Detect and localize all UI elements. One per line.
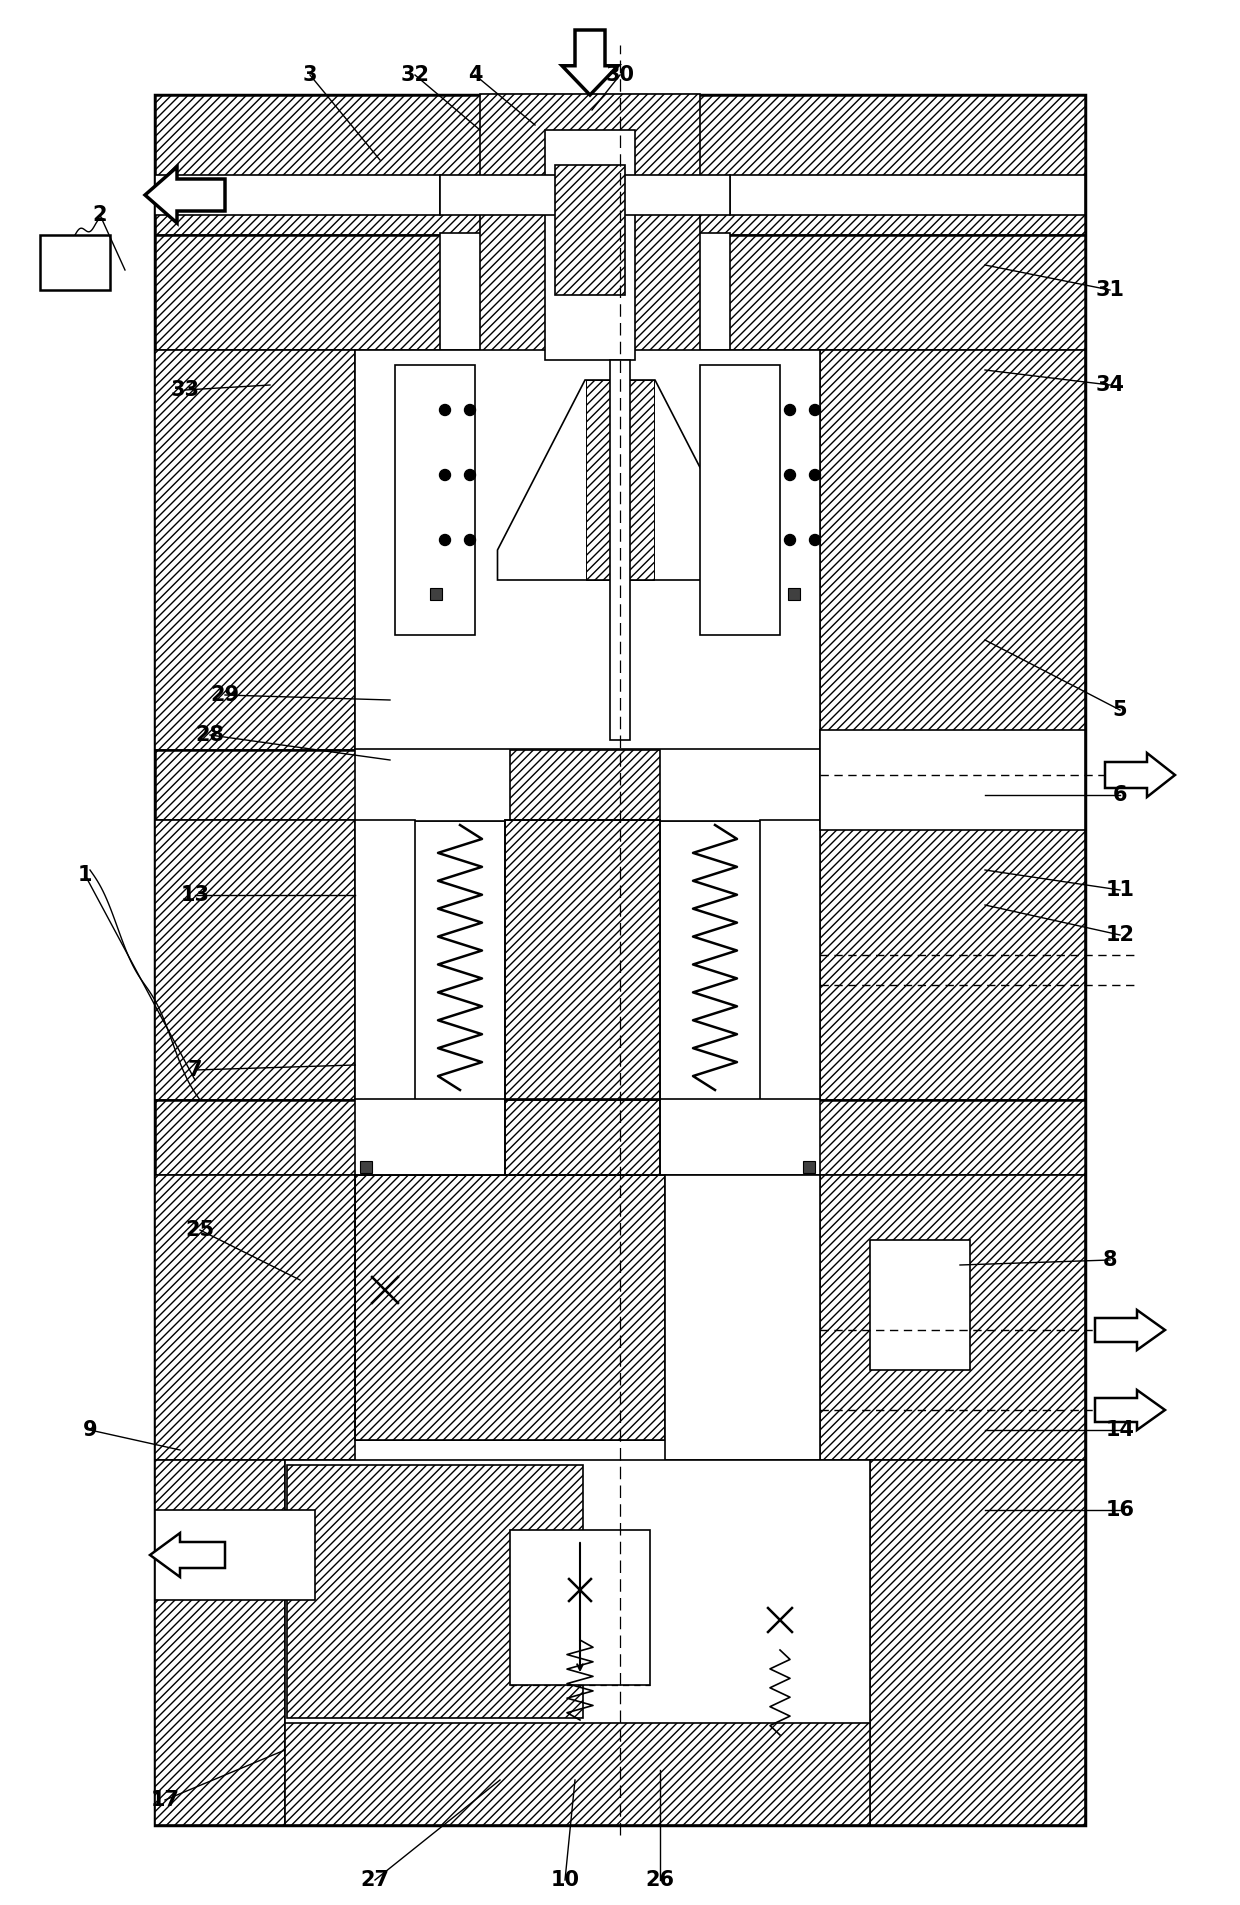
Text: 27: 27 [361,1871,389,1890]
Bar [760,819,820,1099]
Bar [820,1175,1085,1459]
Bar [804,1160,815,1173]
Text: 14: 14 [1106,1419,1135,1440]
Text: 30: 30 [605,65,635,86]
Bar [556,166,625,295]
Bar [505,819,660,1099]
Text: 31: 31 [1095,280,1125,299]
Bar [286,1465,583,1718]
Text: 8: 8 [1102,1250,1117,1271]
Text: 17: 17 [150,1791,180,1810]
Bar [505,819,660,1099]
Bar [510,751,660,819]
Bar [820,351,1085,751]
Text: 26: 26 [646,1871,675,1890]
Bar [360,1160,372,1173]
Bar [155,1175,355,1459]
Text: 10: 10 [551,1871,579,1890]
Bar [820,730,1085,831]
Bar [355,1175,665,1440]
Text: 32: 32 [401,65,429,86]
Circle shape [785,469,796,480]
Circle shape [810,469,821,480]
Bar [355,819,415,1099]
Bar [155,95,1085,234]
Bar [730,175,1085,215]
Bar [155,751,1085,819]
Text: 1: 1 [78,865,92,886]
Bar [155,819,355,1099]
Bar [870,1459,1085,1825]
Text: 2: 2 [93,206,107,225]
Bar [546,130,635,360]
Text: 11: 11 [1106,880,1135,899]
Bar [355,1175,665,1440]
Bar [870,1240,970,1370]
Text: 34: 34 [1095,375,1125,394]
Bar [355,1099,820,1175]
Bar [155,351,355,751]
Bar [285,1716,870,1825]
Circle shape [785,404,796,415]
Polygon shape [150,1534,224,1577]
Bar [155,1099,1085,1175]
Circle shape [465,469,475,480]
Bar [396,366,475,634]
Polygon shape [145,168,224,223]
Circle shape [465,404,475,415]
Bar [40,234,110,290]
Bar [610,360,630,739]
Text: 25: 25 [186,1219,215,1240]
Text: 4: 4 [467,65,482,86]
Text: 12: 12 [1106,926,1135,945]
Bar [440,232,730,351]
Text: 9: 9 [83,1419,97,1440]
Text: 6: 6 [1112,785,1127,806]
Bar [820,819,1085,1099]
Bar [355,749,820,821]
Bar [155,1511,315,1600]
Text: 28: 28 [196,726,224,745]
Text: 29: 29 [211,686,239,705]
Bar [587,379,653,579]
Circle shape [785,535,796,545]
Bar [505,1099,660,1175]
Bar [665,1175,820,1459]
Circle shape [465,535,475,545]
Bar [155,234,1085,351]
Text: 33: 33 [171,379,200,400]
Polygon shape [497,379,743,579]
Polygon shape [1105,752,1176,796]
Text: 16: 16 [1106,1499,1135,1520]
Polygon shape [1095,1391,1166,1431]
Bar [155,175,440,215]
Bar [701,366,780,634]
Circle shape [439,404,450,415]
Bar [355,351,820,751]
Bar [440,175,730,215]
Bar [285,1459,870,1722]
Bar [155,1459,285,1825]
Bar [505,1099,660,1175]
Text: 5: 5 [1112,699,1127,720]
Circle shape [439,469,450,480]
Bar [430,589,441,600]
Circle shape [810,404,821,415]
Bar [155,95,1085,1825]
Circle shape [810,535,821,545]
Polygon shape [562,30,618,95]
Polygon shape [1095,1311,1166,1351]
Text: 13: 13 [181,886,210,905]
Text: 7: 7 [187,1059,202,1080]
Circle shape [439,535,450,545]
Bar [480,93,701,360]
Text: 3: 3 [303,65,317,86]
Bar [787,589,800,600]
Bar [510,1530,650,1686]
